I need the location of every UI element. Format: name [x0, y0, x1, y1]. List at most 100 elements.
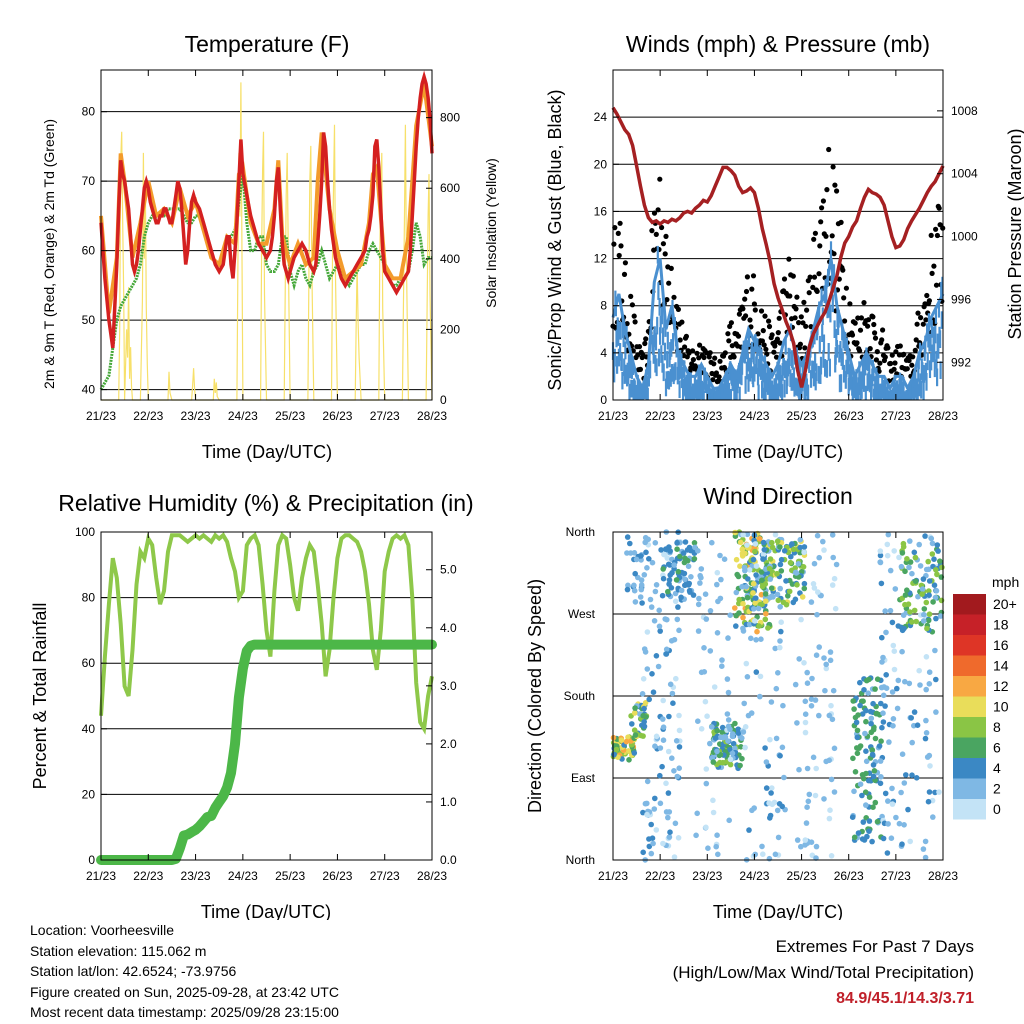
direction-point: [884, 850, 891, 856]
gust-point: [631, 313, 637, 319]
direction-point: [736, 610, 742, 616]
direction-point: [902, 678, 908, 685]
humidity-frame: [100, 531, 433, 861]
gust-point: [664, 297, 670, 303]
direction-point: [682, 555, 688, 562]
gust-point: [858, 315, 865, 321]
direction-point: [795, 561, 802, 567]
direction-point: [878, 580, 885, 587]
direction-point: [719, 724, 726, 731]
direction-point: [671, 768, 677, 774]
direction-point: [933, 709, 939, 715]
direction-point: [896, 554, 902, 561]
gust-point: [870, 314, 876, 320]
direction-point: [868, 715, 875, 722]
direction-point: [705, 845, 711, 851]
direction-point: [779, 803, 785, 810]
direction-point: [922, 533, 928, 539]
direction-tick-label: South: [564, 689, 595, 703]
direction-point: [785, 593, 791, 599]
direction-point: [801, 544, 808, 550]
legend-swatch: [953, 758, 986, 779]
direction-point: [823, 661, 829, 668]
direction-point: [801, 660, 807, 666]
y2-tick-label: 4.0: [440, 621, 457, 635]
direction-point: [648, 821, 654, 828]
direction-point: [757, 673, 764, 680]
direction-point: [780, 599, 787, 606]
direction-point: [708, 724, 715, 730]
direction-point: [828, 776, 835, 783]
direction-point: [645, 536, 651, 543]
gust-point: [928, 232, 934, 238]
direction-point: [625, 734, 631, 740]
direction-point: [732, 745, 738, 752]
winds-ticks: 0 4 8 12 16 20 24 992 996 1000 1004 1008 21/23 22/23 2…: [594, 70, 978, 423]
direction-point: [872, 686, 878, 692]
gust-point: [701, 354, 707, 361]
humidity-ticks: 0 20 40 60 80 100 0.0 1.0 2.0 3.0 4.0 5.0 21/23 22/23…: [75, 525, 457, 883]
gust-point: [819, 205, 825, 211]
direction-point: [889, 785, 895, 792]
x-tick-label: 21/23: [598, 409, 628, 423]
legend-swatch: [953, 778, 986, 799]
temperature-panel: Temperature (F) Time (Day/UTC) 2m & 9m T…: [41, 31, 499, 462]
gust-point: [760, 328, 766, 334]
direction-point: [923, 654, 930, 660]
direction-point: [887, 567, 894, 574]
direction-point: [753, 637, 759, 643]
direction-point: [777, 544, 783, 550]
direction-point: [715, 851, 721, 858]
gust-point: [817, 243, 823, 249]
direction-point: [694, 810, 700, 817]
direction-point: [660, 840, 666, 847]
gust-point: [931, 263, 937, 269]
direction-point: [763, 785, 770, 791]
gust-point: [893, 349, 899, 355]
direction-point: [725, 738, 731, 744]
gust-point: [879, 337, 885, 343]
direction-point: [802, 729, 809, 736]
direction-point: [792, 596, 799, 603]
direction-point: [857, 702, 863, 709]
direction-point: [861, 687, 867, 693]
direction-point: [862, 730, 868, 737]
direction-point: [680, 550, 687, 556]
direction-point: [763, 759, 770, 765]
direction-point: [854, 750, 861, 757]
direction-point: [932, 789, 938, 796]
gust-point: [814, 288, 820, 294]
y-tick-label: 20: [82, 787, 96, 801]
direction-point: [920, 846, 927, 852]
x-tick-label: 22/23: [645, 869, 675, 883]
direction-point: [742, 744, 748, 751]
direction-point: [831, 745, 838, 752]
gust-point: [923, 317, 929, 323]
gust-point: [690, 348, 696, 354]
direction-point: [854, 727, 861, 734]
direction-point: [925, 566, 932, 573]
direction-point: [772, 645, 778, 652]
gust-point: [716, 374, 722, 380]
direction-point: [892, 586, 899, 592]
y-tick-label: 80: [82, 591, 96, 605]
x-tick-label: 28/23: [928, 409, 958, 423]
direction-point: [883, 672, 889, 678]
direction-point: [921, 611, 927, 618]
direction-point: [666, 834, 673, 840]
direction-point: [660, 724, 667, 730]
direction-point: [709, 539, 715, 546]
gust-point: [643, 336, 649, 342]
direction-point: [813, 843, 820, 850]
humidity-ylabel: Percent & Total Rainfall: [30, 603, 50, 790]
direction-point: [632, 732, 639, 738]
direction-point: [865, 777, 872, 784]
direction-point: [725, 635, 731, 641]
y-tick-label: 16: [594, 204, 608, 218]
direction-point: [930, 814, 936, 820]
direction-point: [925, 558, 931, 565]
direction-point: [920, 618, 927, 624]
direction-point: [675, 835, 682, 841]
direction-point: [758, 636, 764, 642]
direction-point: [733, 589, 740, 596]
